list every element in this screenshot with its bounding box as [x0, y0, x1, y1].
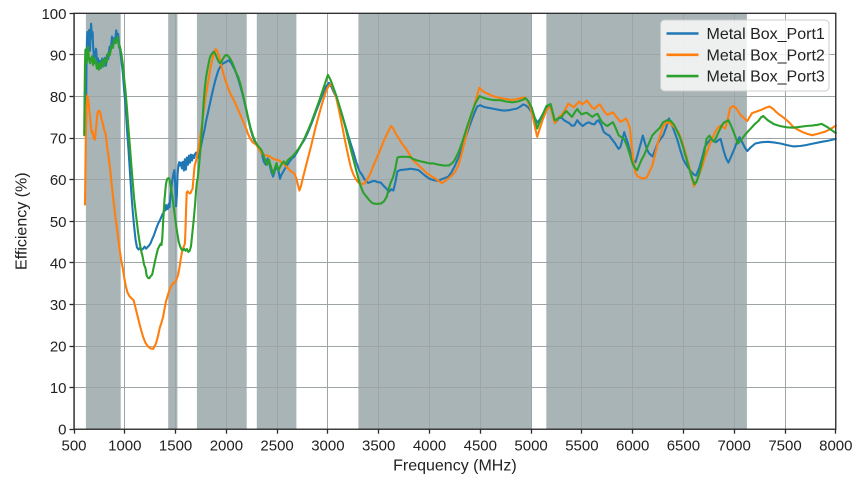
svg-text:500: 500 — [61, 438, 86, 455]
svg-text:80: 80 — [50, 89, 67, 106]
svg-text:5000: 5000 — [514, 438, 547, 455]
svg-text:2000: 2000 — [210, 438, 243, 455]
svg-text:Metal Box_Port2: Metal Box_Port2 — [707, 47, 825, 64]
svg-text:2500: 2500 — [260, 438, 293, 455]
svg-text:30: 30 — [50, 297, 67, 314]
svg-text:90: 90 — [50, 47, 67, 64]
svg-text:4500: 4500 — [464, 438, 497, 455]
svg-text:6000: 6000 — [616, 438, 649, 455]
svg-text:7500: 7500 — [768, 438, 801, 455]
svg-text:3000: 3000 — [311, 438, 344, 455]
svg-text:Frequency (MHz): Frequency (MHz) — [393, 458, 517, 475]
svg-text:0: 0 — [58, 422, 66, 439]
svg-text:20: 20 — [50, 339, 67, 356]
svg-text:6500: 6500 — [667, 438, 700, 455]
svg-text:50: 50 — [50, 214, 67, 231]
svg-text:5500: 5500 — [565, 438, 598, 455]
svg-text:100: 100 — [41, 6, 66, 23]
svg-text:7000: 7000 — [718, 438, 751, 455]
svg-text:60: 60 — [50, 172, 67, 189]
svg-text:Efficiency (%): Efficiency (%) — [14, 172, 31, 270]
svg-text:Metal Box_Port3: Metal Box_Port3 — [707, 69, 825, 86]
svg-text:1000: 1000 — [108, 438, 141, 455]
svg-text:10: 10 — [50, 380, 67, 397]
svg-text:3500: 3500 — [362, 438, 395, 455]
svg-text:Metal Box_Port1: Metal Box_Port1 — [707, 26, 825, 43]
svg-text:1500: 1500 — [159, 438, 192, 455]
svg-text:4000: 4000 — [413, 438, 446, 455]
svg-text:8000: 8000 — [819, 438, 852, 455]
svg-text:40: 40 — [50, 255, 67, 272]
svg-text:70: 70 — [50, 131, 67, 148]
